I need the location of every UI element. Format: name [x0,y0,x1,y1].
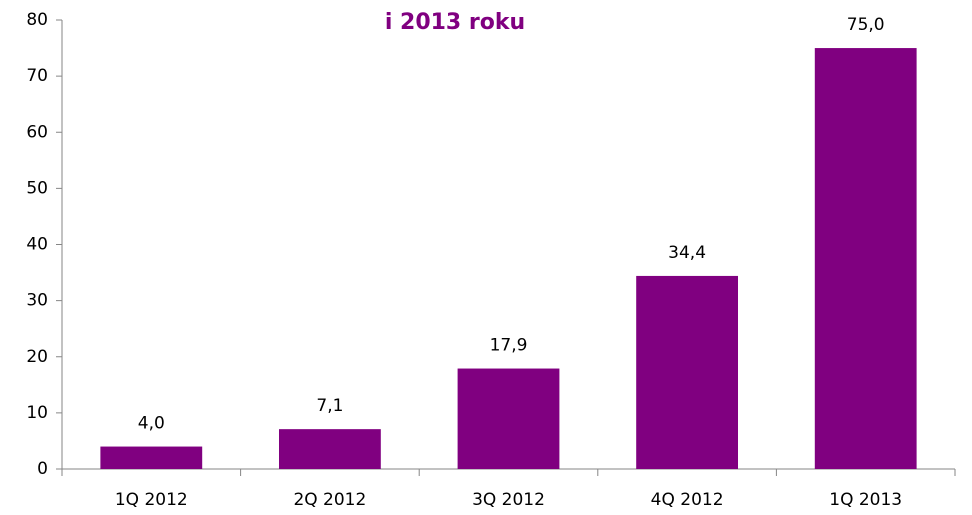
x-tick-label: 1Q 2013 [829,490,902,510]
bar [457,368,560,469]
y-tick-label: 40 [26,235,48,255]
data-label: 17,9 [490,336,528,356]
y-tick-label: 30 [26,291,48,311]
x-tick-label: 1Q 2012 [115,490,188,510]
y-tick-label: 0 [37,459,48,479]
data-label: 75,0 [847,15,885,35]
data-label: 7,1 [316,396,343,416]
bar [100,446,203,469]
bar [278,429,381,469]
bar [814,48,917,469]
x-tick-label: 2Q 2012 [293,490,366,510]
y-tick-label: 80 [26,10,48,30]
y-tick-label: 50 [26,178,48,198]
bar [636,275,739,469]
x-tick-label: 3Q 2012 [472,490,545,510]
chart-title: i 2013 roku [385,10,525,35]
data-label: 34,4 [668,243,706,263]
y-tick-label: 20 [26,347,48,367]
x-tick-label: 4Q 2012 [651,490,724,510]
y-tick-label: 70 [26,66,48,86]
y-tick-label: 10 [26,403,48,423]
y-tick-label: 60 [26,122,48,142]
data-label: 4,0 [138,414,165,434]
